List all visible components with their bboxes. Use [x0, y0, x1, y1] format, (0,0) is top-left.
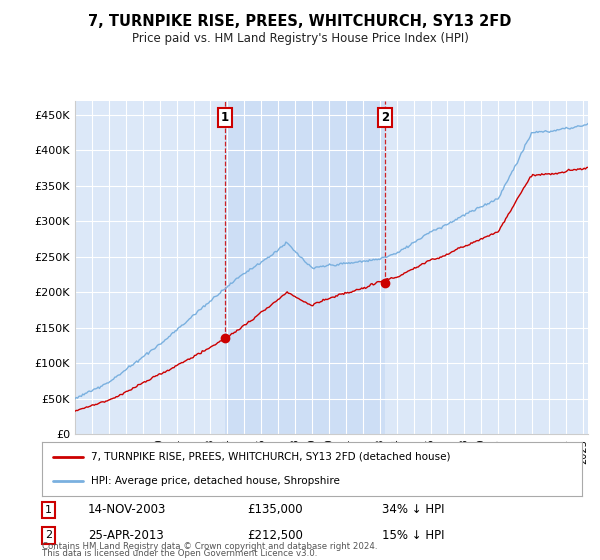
- Text: 7, TURNPIKE RISE, PREES, WHITCHURCH, SY13 2FD: 7, TURNPIKE RISE, PREES, WHITCHURCH, SY1…: [88, 14, 512, 29]
- Text: Contains HM Land Registry data © Crown copyright and database right 2024.: Contains HM Land Registry data © Crown c…: [42, 542, 377, 551]
- Text: £212,500: £212,500: [247, 529, 303, 542]
- Text: 2: 2: [381, 111, 389, 124]
- Text: This data is licensed under the Open Government Licence v3.0.: This data is licensed under the Open Gov…: [42, 549, 317, 558]
- Bar: [225, 101, 385, 434]
- Text: 7, TURNPIKE RISE, PREES, WHITCHURCH, SY13 2FD (detached house): 7, TURNPIKE RISE, PREES, WHITCHURCH, SY1…: [91, 452, 450, 462]
- Text: HPI: Average price, detached house, Shropshire: HPI: Average price, detached house, Shro…: [91, 476, 340, 486]
- Text: Price paid vs. HM Land Registry's House Price Index (HPI): Price paid vs. HM Land Registry's House …: [131, 32, 469, 45]
- Text: 1: 1: [221, 111, 229, 124]
- Text: £135,000: £135,000: [247, 503, 303, 516]
- Text: 14-NOV-2003: 14-NOV-2003: [88, 503, 166, 516]
- Text: 15% ↓ HPI: 15% ↓ HPI: [382, 529, 445, 542]
- Text: 34% ↓ HPI: 34% ↓ HPI: [382, 503, 445, 516]
- Text: 1: 1: [45, 505, 52, 515]
- Text: 25-APR-2013: 25-APR-2013: [88, 529, 164, 542]
- Text: 2: 2: [45, 530, 52, 540]
